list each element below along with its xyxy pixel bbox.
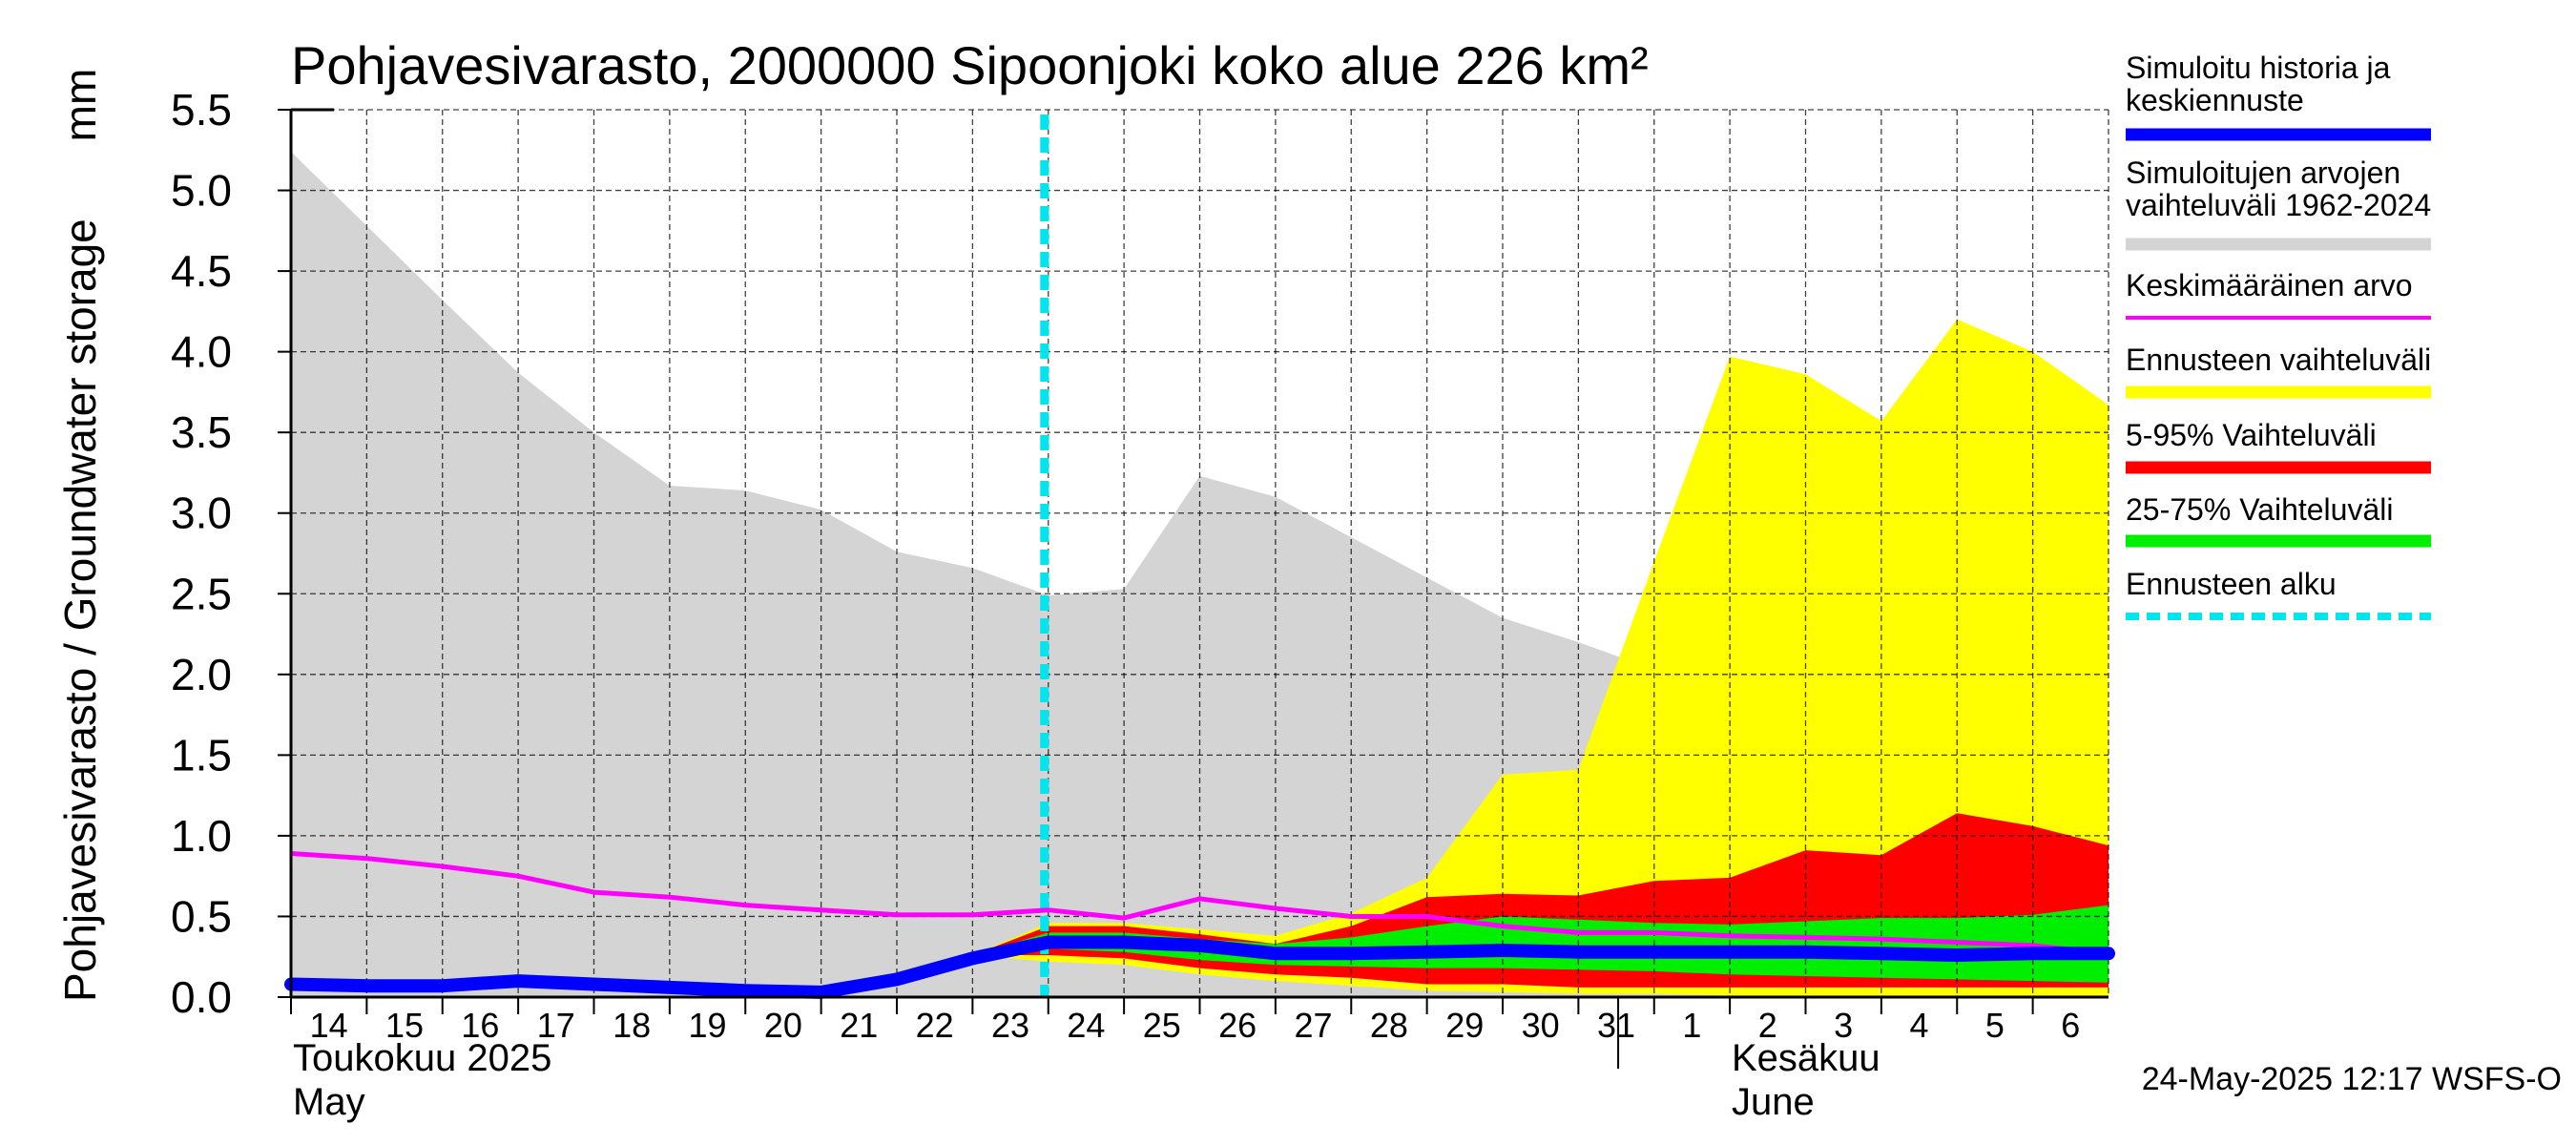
x-tick-label: 3 xyxy=(1834,1006,1853,1045)
legend-label: Simuloitu historia ja xyxy=(2126,51,2391,85)
x-tick-label: 5 xyxy=(1985,1006,2005,1045)
legend-item: Keskimääräinen arvo xyxy=(2126,268,2431,320)
x-tick-label: 16 xyxy=(461,1006,499,1045)
y-tick-label: 4.5 xyxy=(171,246,232,296)
x-tick-labels: 14 15 16 17 18 19 20 21 22 23 24 25 26 27 28 29 30 31 1 2 3 4… xyxy=(310,1006,2081,1045)
y-tick-label: 0.0 xyxy=(171,972,232,1022)
y-tick-label: 3.5 xyxy=(171,407,232,457)
simulated-history-line xyxy=(284,935,2115,999)
plot-area xyxy=(278,108,2115,1069)
y-tick-label: 2.0 xyxy=(171,650,232,699)
y-axis-label: Pohjavesivarasto / Groundwater storage xyxy=(55,219,105,1002)
x-tick-label: 31 xyxy=(1597,1006,1635,1045)
y-tick-labels: 0.0 0.5 1.0 1.5 2.0 2.5 3.0 3.5 4.0 4.5 5.0 5.5 xyxy=(171,85,232,1022)
y-tick-label: 1.5 xyxy=(171,730,232,780)
axes-layer xyxy=(278,108,2109,1069)
lines-layer xyxy=(284,114,2115,999)
legend-label: Ennusteen vaihteluväli xyxy=(2126,343,2431,377)
footer-timestamp: 24-May-2025 12:17 WSFS-O xyxy=(2142,1061,2562,1097)
chart-title: Pohjavesivarasto, 2000000 Sipoonjoki kok… xyxy=(291,35,1649,95)
x-tick-label: 28 xyxy=(1370,1006,1408,1045)
y-tick-label: 1.0 xyxy=(171,811,232,861)
legend-item: Ennusteen alku xyxy=(2126,567,2431,620)
x-tick-label: 25 xyxy=(1143,1006,1181,1045)
y-tick-label: 3.0 xyxy=(171,489,232,538)
legend-item: 25-75% Vaihteluväli xyxy=(2126,492,2431,548)
legend-item: Ennusteen vaihteluväli xyxy=(2126,343,2431,399)
legend-label: vaihteluväli 1962-2024 xyxy=(2126,188,2431,222)
x-tick-label: 1 xyxy=(1682,1006,1701,1045)
y-axis-unit: mm xyxy=(55,69,105,142)
legend-label: 5-95% Vaihteluväli xyxy=(2126,418,2377,452)
legend: Simuloitu historia jakeskiennusteSimuloi… xyxy=(2126,51,2431,620)
band-3 xyxy=(972,905,2109,983)
mean-value-line xyxy=(290,851,2109,956)
legend-label: Simuloitujen arvojen xyxy=(2126,156,2400,190)
month-label-may-en: May xyxy=(293,1081,365,1123)
x-tick-label: 2 xyxy=(1758,1006,1777,1045)
bands-layer xyxy=(291,152,2109,997)
x-tick-label: 27 xyxy=(1295,1006,1333,1045)
y-tick-label: 0.5 xyxy=(171,891,232,941)
x-tick-label: 23 xyxy=(991,1006,1029,1045)
x-tick-label: 20 xyxy=(764,1006,802,1045)
legend-item: 5-95% Vaihteluväli xyxy=(2126,418,2431,474)
band-1 xyxy=(972,319,2109,996)
month-label-june-fi: Kesäkuu xyxy=(1732,1037,1880,1079)
x-tick-label: 22 xyxy=(916,1006,954,1045)
x-tick-label: 19 xyxy=(689,1006,727,1045)
x-tick-label: 24 xyxy=(1067,1006,1105,1045)
x-tick-label: 17 xyxy=(537,1006,575,1045)
legend-label: Ennusteen alku xyxy=(2126,567,2337,601)
month-label-june-en: June xyxy=(1732,1081,1815,1123)
y-tick-label: 2.5 xyxy=(171,569,232,618)
x-tick-label: 14 xyxy=(310,1006,348,1045)
legend-label: keskiennuste xyxy=(2126,83,2304,117)
y-tick-label: 4.0 xyxy=(171,327,232,377)
x-tick-label: 18 xyxy=(613,1006,651,1045)
x-tick-label: 26 xyxy=(1218,1006,1257,1045)
y-tick-label: 5.5 xyxy=(171,85,232,135)
x-tick-label: 15 xyxy=(385,1006,424,1045)
x-tick-label: 6 xyxy=(2061,1006,2080,1045)
legend-label: 25-75% Vaihteluväli xyxy=(2126,492,2393,527)
x-tick-label: 4 xyxy=(1910,1006,1929,1045)
legend-label: Keskimääräinen arvo xyxy=(2126,268,2413,302)
x-tick-label: 21 xyxy=(840,1006,878,1045)
x-tick-label: 30 xyxy=(1522,1006,1560,1045)
month-label-may-fi: Toukokuu 2025 xyxy=(293,1037,551,1079)
y-tick-label: 5.0 xyxy=(171,166,232,216)
x-tick-label: 29 xyxy=(1445,1006,1484,1045)
